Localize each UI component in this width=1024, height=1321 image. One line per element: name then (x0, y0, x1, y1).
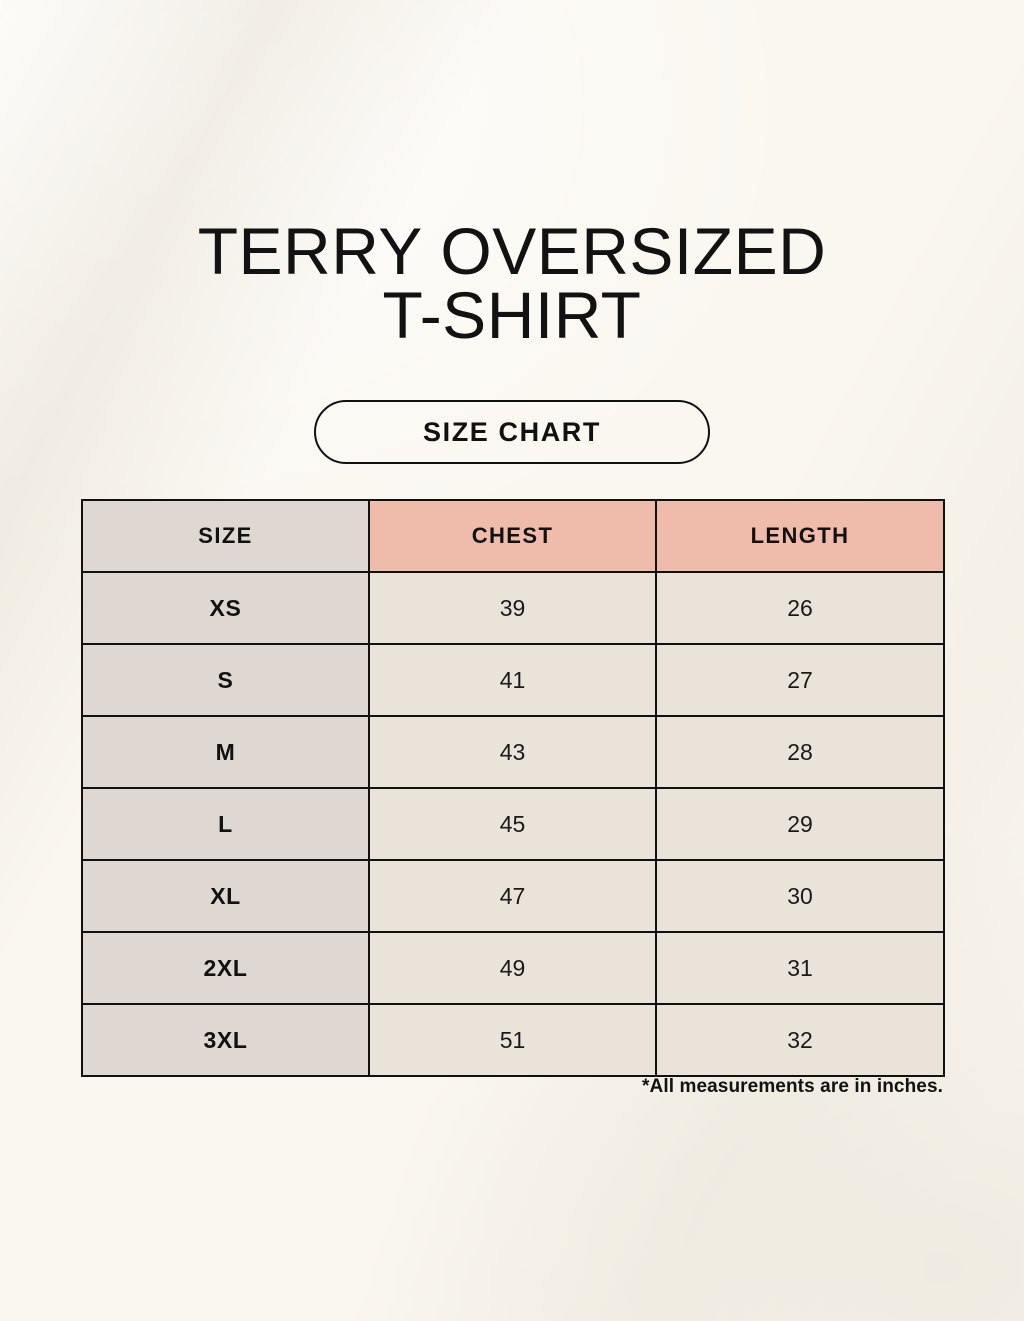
cell-length: 30 (655, 859, 945, 933)
cell-size: 2XL (81, 931, 370, 1005)
cell-length: 29 (655, 787, 945, 861)
cell-chest: 45 (368, 787, 657, 861)
cell-length: 31 (655, 931, 945, 1005)
cell-size: S (81, 643, 370, 717)
size-table-wrapper: SIZE CHEST LENGTH XS 39 26 S 41 27 M (81, 499, 945, 1077)
table-body: XS 39 26 S 41 27 M 43 28 L 45 29 (81, 571, 945, 1077)
cell-length: 32 (655, 1003, 945, 1077)
table-row: XS 39 26 (81, 571, 945, 645)
cell-chest: 49 (368, 931, 657, 1005)
title-line-1: TERRY OVERSIZED (197, 214, 827, 288)
table-row: S 41 27 (81, 643, 945, 717)
cell-chest: 39 (368, 571, 657, 645)
cell-size: M (81, 715, 370, 789)
table-header: SIZE CHEST LENGTH (81, 499, 945, 573)
cell-length: 27 (655, 643, 945, 717)
column-header-length: LENGTH (655, 499, 945, 573)
cell-size: 3XL (81, 1003, 370, 1077)
cell-size: XL (81, 859, 370, 933)
column-header-chest: CHEST (368, 499, 657, 573)
cell-length: 28 (655, 715, 945, 789)
size-chart-badge: SIZE CHART (314, 400, 710, 464)
table-row: M 43 28 (81, 715, 945, 789)
cell-size: XS (81, 571, 370, 645)
measurement-units-note: *All measurements are in inches. (642, 1076, 943, 1097)
table-row: XL 47 30 (81, 859, 945, 933)
table-header-row: SIZE CHEST LENGTH (81, 499, 945, 573)
page-title: TERRY OVERSIZED T-SHIRT (0, 214, 1024, 352)
size-chart-badge-label: SIZE CHART (423, 416, 601, 447)
column-header-size: SIZE (81, 499, 370, 573)
table-row: 3XL 51 32 (81, 1003, 945, 1077)
size-chart-pill-wrapper: SIZE CHART (0, 400, 1024, 464)
cell-chest: 47 (368, 859, 657, 933)
cell-chest: 41 (368, 643, 657, 717)
cell-size: L (81, 787, 370, 861)
table-row: L 45 29 (81, 787, 945, 861)
cell-length: 26 (655, 571, 945, 645)
cell-chest: 51 (368, 1003, 657, 1077)
table-row: 2XL 49 31 (81, 931, 945, 1005)
size-chart-table: SIZE CHEST LENGTH XS 39 26 S 41 27 M (81, 499, 945, 1077)
title-line-2: T-SHIRT (382, 278, 642, 352)
cell-chest: 43 (368, 715, 657, 789)
